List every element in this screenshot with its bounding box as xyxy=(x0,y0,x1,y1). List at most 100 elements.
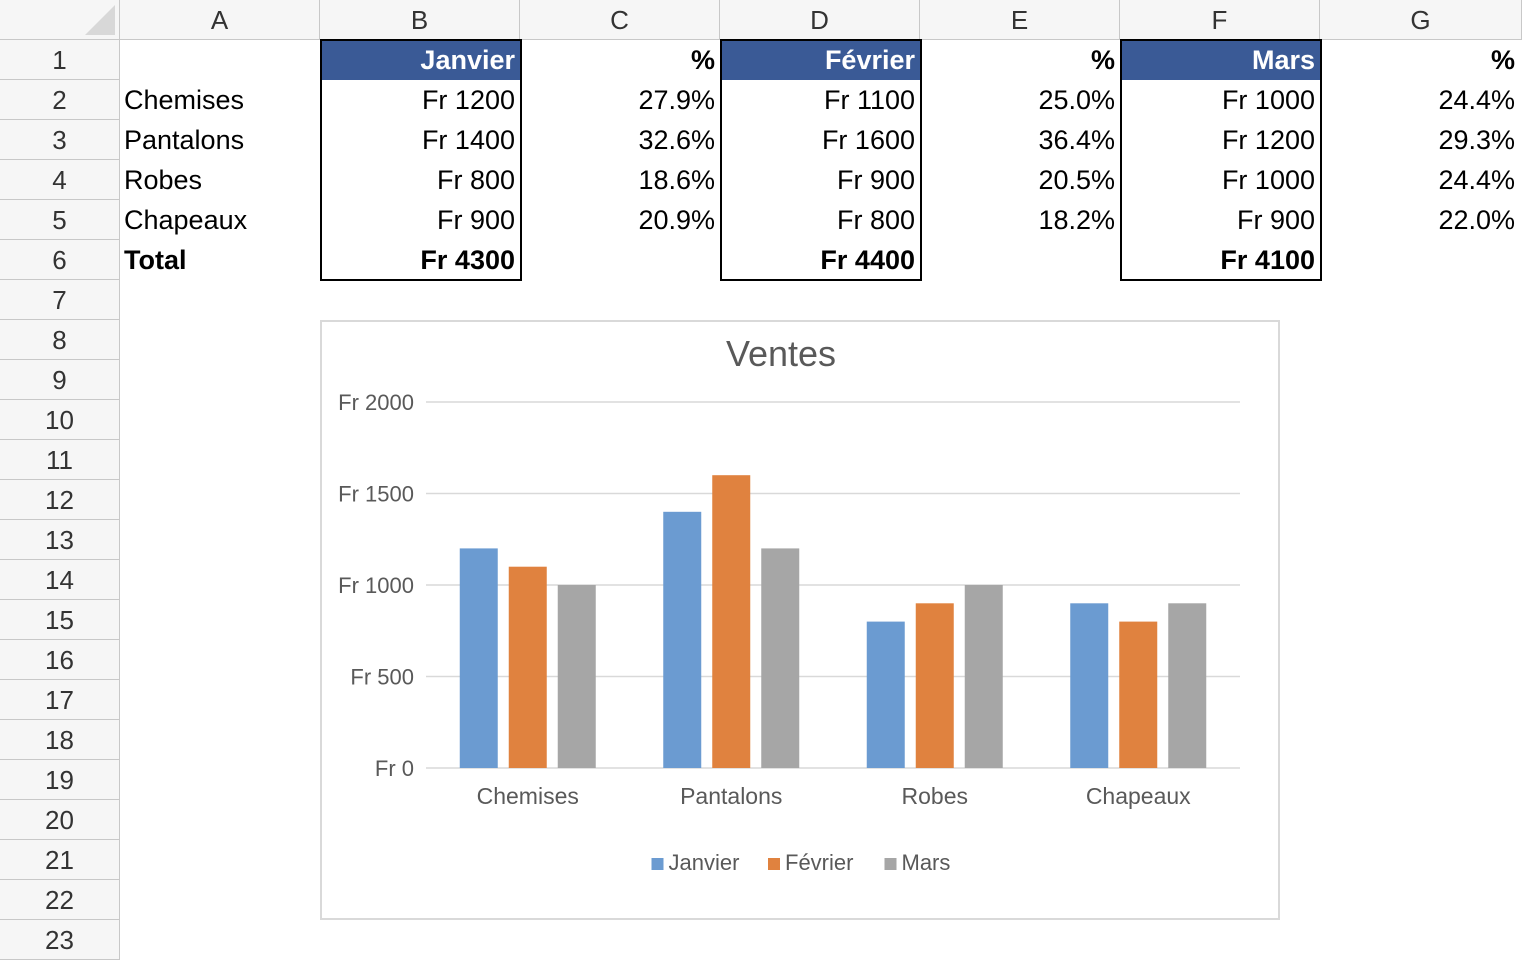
sales-value-cell[interactable]: Fr 800 xyxy=(836,205,915,235)
product-label-cell[interactable]: Robes xyxy=(124,165,203,195)
percent-value-cell[interactable]: 18.6% xyxy=(638,165,715,195)
sales-chart[interactable]: Ventes Fr 0 Fr 500 Fr 1000 Fr 1500 Fr 2000 Che… xyxy=(320,320,1280,920)
row-header-2[interactable]: 2 xyxy=(0,80,120,120)
total-value-cell[interactable]: Fr 4300 xyxy=(420,245,515,275)
percent-value-cell[interactable]: 24.4% xyxy=(1438,165,1515,195)
total-value-cell[interactable]: Fr 4400 xyxy=(820,245,915,275)
row-header-6[interactable]: 6 xyxy=(0,240,120,280)
percent-value-cell[interactable]: 20.9% xyxy=(638,205,715,235)
sales-value-cell[interactable]: Fr 900 xyxy=(436,205,515,235)
sales-value-cell[interactable]: Fr 1000 xyxy=(1221,85,1315,115)
legend-label-janvier: Janvier xyxy=(669,850,740,875)
row-header-14[interactable]: 14 xyxy=(0,560,120,600)
product-label-cell[interactable]: Chemises xyxy=(124,85,245,115)
sales-value-cell[interactable]: Fr 1200 xyxy=(421,85,515,115)
chart-canvas: Ventes Fr 0 Fr 500 Fr 1000 Fr 1500 Fr 2000 Che… xyxy=(338,333,1240,875)
row-header-19[interactable]: 19 xyxy=(0,760,120,800)
legend-label-mars: Mars xyxy=(902,850,951,875)
column-header-c[interactable]: C xyxy=(520,0,720,40)
y-tick-label: Fr 1000 xyxy=(338,573,414,598)
legend-swatch-mars xyxy=(884,858,897,870)
bar-janvier-robes xyxy=(866,621,905,768)
bar-janvier-chapeaux xyxy=(1070,603,1109,768)
row-header-11[interactable]: 11 xyxy=(0,440,120,480)
bar-février-chemises xyxy=(508,566,547,768)
row-header-22[interactable]: 22 xyxy=(0,880,120,920)
legend-swatch-janvier xyxy=(651,858,664,870)
bar-mars-chemises xyxy=(557,585,596,768)
row-header-7[interactable]: 7 xyxy=(0,280,120,320)
sales-value-cell[interactable]: Fr 1100 xyxy=(823,85,915,115)
total-label-cell[interactable]: Total xyxy=(124,245,187,275)
percent-value-cell[interactable]: 24.4% xyxy=(1438,85,1515,115)
row-header-23[interactable]: 23 xyxy=(0,920,120,960)
percent-header-cell[interactable]: % xyxy=(690,45,715,75)
row-header-4[interactable]: 4 xyxy=(0,160,120,200)
y-tick-label: Fr 1500 xyxy=(338,482,414,507)
row-header-5[interactable]: 5 xyxy=(0,200,120,240)
y-tick-label: Fr 500 xyxy=(350,665,414,690)
bar-janvier-chemises xyxy=(459,548,498,768)
percent-value-cell[interactable]: 22.0% xyxy=(1438,205,1515,235)
row-header-20[interactable]: 20 xyxy=(0,800,120,840)
row-header-17[interactable]: 17 xyxy=(0,680,120,720)
select-all-triangle-icon xyxy=(85,5,115,35)
chart-title: Ventes xyxy=(726,333,836,374)
column-header-a[interactable]: A xyxy=(120,0,320,40)
sales-value-cell[interactable]: Fr 1000 xyxy=(1221,165,1315,195)
sales-value-cell[interactable]: Fr 1200 xyxy=(1221,125,1315,155)
column-header-e[interactable]: E xyxy=(920,0,1120,40)
percent-value-cell[interactable]: 32.6% xyxy=(638,125,715,155)
row-header-15[interactable]: 15 xyxy=(0,600,120,640)
percent-value-cell[interactable]: 25.0% xyxy=(1038,85,1115,115)
month-header-cell[interactable]: Janvier xyxy=(320,40,520,80)
row-header-18[interactable]: 18 xyxy=(0,720,120,760)
percent-value-cell[interactable]: 29.3% xyxy=(1438,125,1515,155)
row-header-8[interactable]: 8 xyxy=(0,320,120,360)
sales-value-cell[interactable]: Fr 900 xyxy=(836,165,915,195)
sales-value-cell[interactable]: Fr 800 xyxy=(436,165,515,195)
x-tick-label: Robes xyxy=(902,783,968,809)
month-header-cell[interactable]: Février xyxy=(720,40,920,80)
legend-label-février: Février xyxy=(785,850,853,875)
bar-février-chapeaux xyxy=(1119,621,1158,768)
row-header-21[interactable]: 21 xyxy=(0,840,120,880)
bar-mars-chapeaux xyxy=(1168,603,1207,768)
column-header-b[interactable]: B xyxy=(320,0,520,40)
percent-value-cell[interactable]: 36.4% xyxy=(1038,125,1115,155)
percent-value-cell[interactable]: 27.9% xyxy=(638,85,715,115)
y-tick-label: Fr 2000 xyxy=(338,390,414,415)
bar-mars-pantalons xyxy=(761,548,800,768)
percent-header-cell[interactable]: % xyxy=(1490,45,1515,75)
sales-value-cell[interactable]: Fr 1400 xyxy=(421,125,515,155)
row-header-1[interactable]: 1 xyxy=(0,40,120,80)
row-header-10[interactable]: 10 xyxy=(0,400,120,440)
column-header-d[interactable]: D xyxy=(720,0,920,40)
legend-swatch-février xyxy=(768,858,780,870)
row-header-9[interactable]: 9 xyxy=(0,360,120,400)
y-tick-label: Fr 0 xyxy=(375,756,414,781)
sales-value-cell[interactable]: Fr 1600 xyxy=(821,125,915,155)
bar-février-robes xyxy=(915,603,954,768)
month-header-cell[interactable]: Mars xyxy=(1120,40,1320,80)
x-tick-label: Pantalons xyxy=(680,783,782,809)
percent-value-cell[interactable]: 20.5% xyxy=(1038,165,1115,195)
product-label-cell[interactable]: Chapeaux xyxy=(124,205,248,235)
bar-février-pantalons xyxy=(712,475,751,768)
bar-mars-robes xyxy=(964,585,1003,768)
total-value-cell[interactable]: Fr 4100 xyxy=(1220,245,1315,275)
column-header-f[interactable]: F xyxy=(1120,0,1320,40)
percent-value-cell[interactable]: 18.2% xyxy=(1038,205,1115,235)
select-all-corner[interactable] xyxy=(0,0,120,40)
product-label-cell[interactable]: Pantalons xyxy=(124,125,245,155)
x-tick-label: Chapeaux xyxy=(1086,783,1191,809)
bar-janvier-pantalons xyxy=(663,511,702,768)
row-header-3[interactable]: 3 xyxy=(0,120,120,160)
row-header-16[interactable]: 16 xyxy=(0,640,120,680)
row-header-12[interactable]: 12 xyxy=(0,480,120,520)
sales-value-cell[interactable]: Fr 900 xyxy=(1236,205,1315,235)
percent-header-cell[interactable]: % xyxy=(1090,45,1115,75)
row-header-13[interactable]: 13 xyxy=(0,520,120,560)
column-header-g[interactable]: G xyxy=(1320,0,1522,40)
